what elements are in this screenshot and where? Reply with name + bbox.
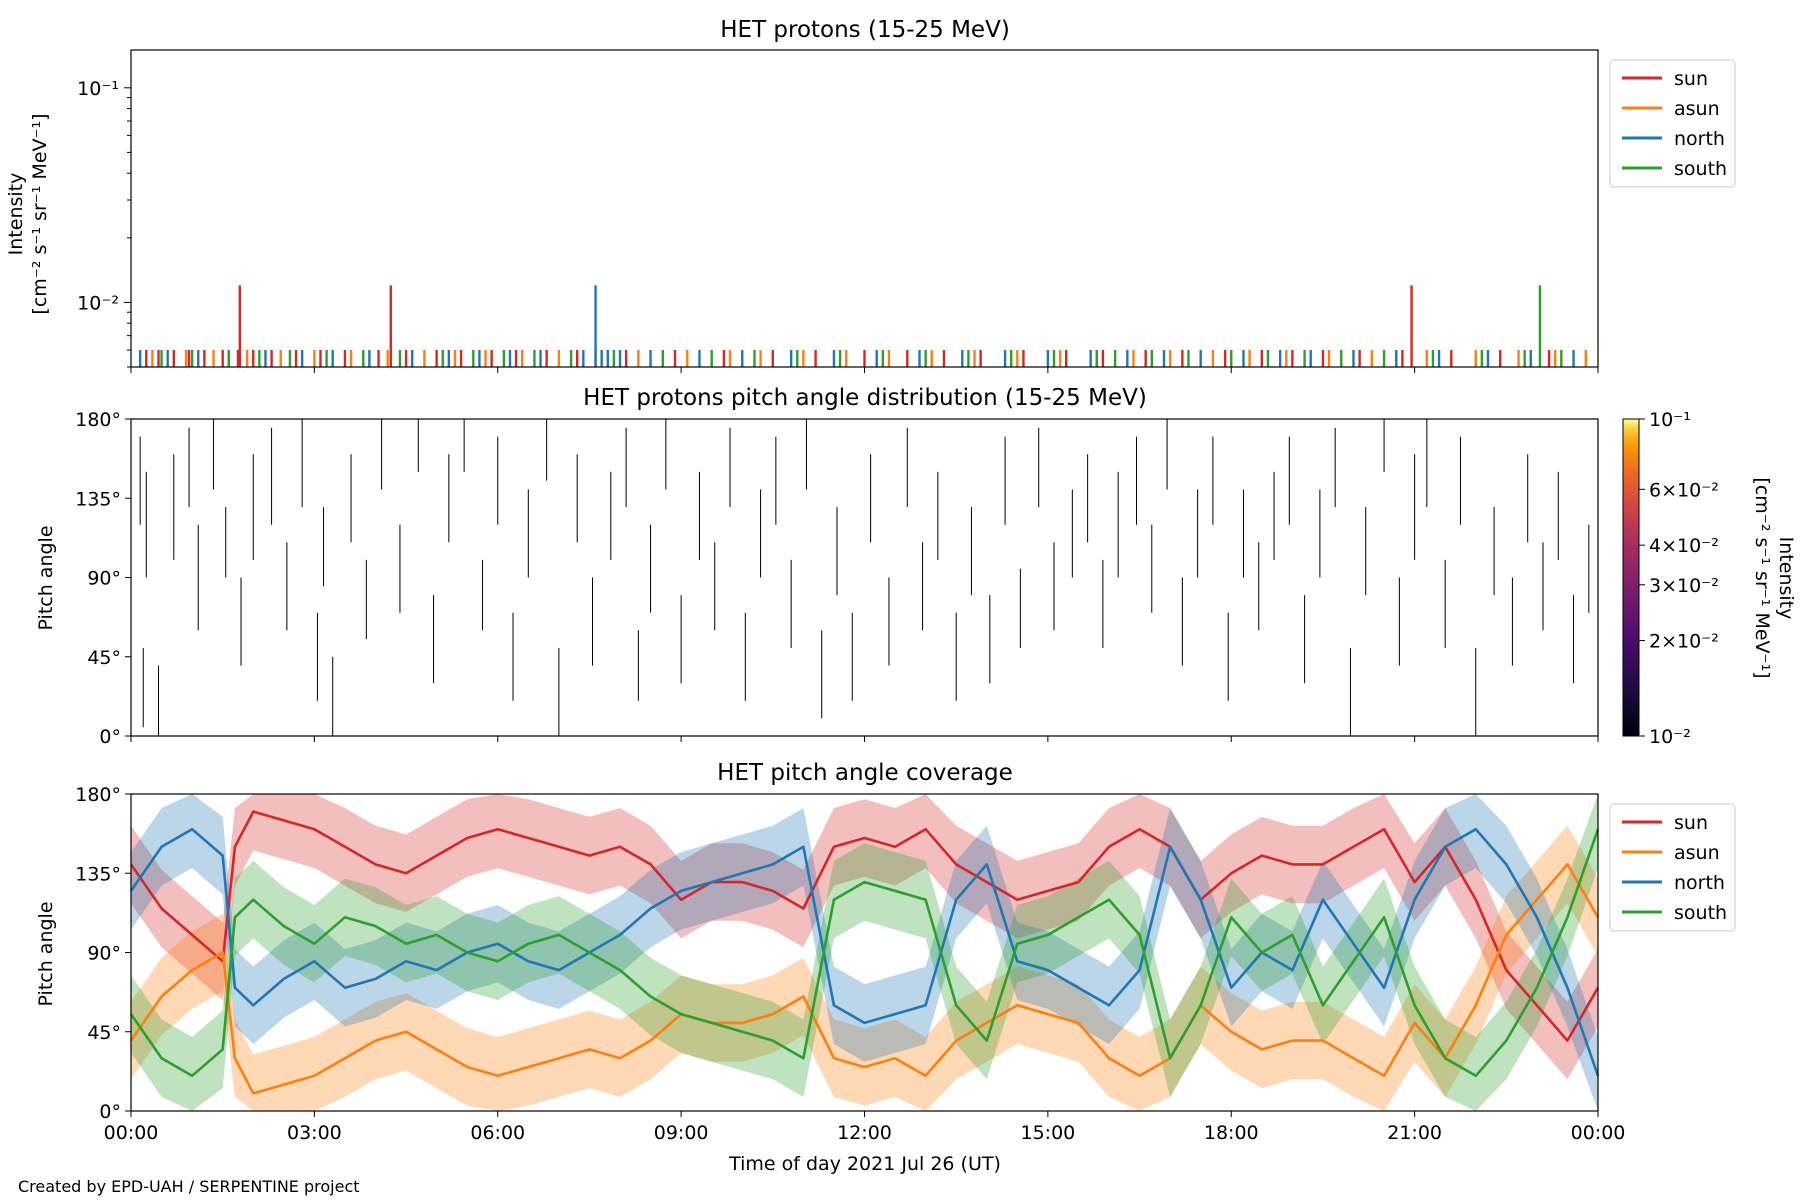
- panel3-yticks: 0° 45° 90° 135° 180°: [75, 784, 131, 1123]
- coverage-band-asun: [131, 825, 1598, 1111]
- x-tick-label: 18:00: [1204, 1122, 1259, 1144]
- panel3-xticks: 00:00 03:00 06:00 09:00 12:00 15:00 18:00 21:00…: [104, 1111, 1626, 1144]
- panel3-frame: [130, 793, 1599, 1112]
- x-tick-label: 03:00: [287, 1122, 342, 1144]
- coverage-line-asun: [129, 863, 1600, 1095]
- panel2-data: [139, 419, 1590, 736]
- panel1-title: HET protons (15-25 MeV): [720, 17, 1010, 43]
- panel3-xlabel: Time of day 2021 Jul 26 (UT): [728, 1153, 1001, 1175]
- x-tick-label: 21:00: [1387, 1122, 1442, 1144]
- colorbar-tick-label: 4×10⁻²: [1649, 535, 1719, 557]
- y-tick-label: 45°: [87, 1022, 121, 1044]
- y-tick-label: 10⁻¹: [77, 78, 119, 100]
- pitch-angle-coverage-panel: HET pitch angle coverage Pitch angle 0° 4…: [35, 760, 1736, 1175]
- legend-label-asun: asun: [1674, 98, 1720, 120]
- colorbar-tick-label: 2×10⁻²: [1649, 631, 1719, 653]
- y-tick-label: 90°: [87, 943, 121, 965]
- legend-label-sun: sun: [1674, 68, 1708, 90]
- coverage-band-sun: [131, 794, 1598, 1080]
- panel1-data: [138, 285, 1587, 367]
- panel3-data: [129, 794, 1600, 1111]
- x-tick-label: 09:00: [654, 1122, 709, 1144]
- colorbar-tick-label: 6×10⁻²: [1649, 479, 1719, 501]
- colorbar-tick-label: 10⁻²: [1649, 726, 1691, 748]
- colorbar-tick-label: 10⁻¹: [1649, 409, 1691, 431]
- panel2-xticks: [130, 736, 1599, 742]
- coverage-band-south: [131, 794, 1598, 1111]
- colorbar-label-line2: [cm⁻² s⁻¹ sr⁻¹ MeV⁻¹]: [1751, 477, 1773, 678]
- x-tick-label: 15:00: [1020, 1122, 1075, 1144]
- panel2-yticks: 0° 45° 90° 135° 180°: [75, 409, 131, 748]
- colorbar: [1622, 418, 1640, 737]
- panel1-ylabel-line1: Intensity: [5, 173, 27, 256]
- panel1-legend: sun asun north south: [1609, 59, 1736, 188]
- y-tick-label: 0°: [99, 1101, 121, 1123]
- panel1-xticks: [130, 367, 1599, 373]
- coverage-band-north: [131, 794, 1598, 1111]
- y-tick-label: 180°: [75, 784, 121, 806]
- legend-label-north: north: [1674, 872, 1725, 894]
- y-tick-label: 10⁻²: [77, 292, 119, 314]
- y-tick-label: 45°: [87, 647, 121, 669]
- coverage-line-south: [129, 828, 1600, 1078]
- y-tick-label: 180°: [75, 409, 121, 431]
- pitch-angle-distribution-panel: HET protons pitch angle distribution (15…: [35, 385, 1797, 748]
- x-tick-label: 12:00: [837, 1122, 892, 1144]
- legend-label-sun: sun: [1674, 812, 1708, 834]
- credit-text: Created by EPD-UAH / SERPENTINE project: [18, 1177, 360, 1196]
- x-tick-label: 00:00: [104, 1122, 159, 1144]
- colorbar-tick-label: 3×10⁻²: [1649, 575, 1719, 597]
- legend-box: [1609, 803, 1736, 932]
- intensity-panel: HET protons (15-25 MeV) Intensity [cm⁻² …: [5, 17, 1736, 373]
- panel1-frame: [130, 49, 1599, 368]
- colorbar-label-line1: Intensity: [1775, 537, 1797, 620]
- legend-label-south: south: [1674, 158, 1727, 180]
- panel1-ylabel-line2: [cm⁻² s⁻¹ sr⁻¹ MeV⁻¹]: [29, 113, 51, 314]
- coverage-line-sun: [129, 810, 1600, 1042]
- coverage-line-north: [129, 827, 1600, 1077]
- y-tick-label: 0°: [99, 726, 121, 748]
- panel3-legend: sun asun north south: [1609, 803, 1736, 932]
- legend-label-south: south: [1674, 902, 1727, 924]
- panel2-title: HET protons pitch angle distribution (15…: [583, 385, 1147, 411]
- panel2-ylabel: Pitch angle: [35, 525, 57, 630]
- legend-label-north: north: [1674, 128, 1725, 150]
- panel2-frame: [130, 418, 1599, 737]
- x-tick-label: 06:00: [470, 1122, 525, 1144]
- panel3-ylabel: Pitch angle: [35, 901, 57, 1006]
- y-tick-label: 90°: [87, 568, 121, 590]
- x-tick-label: 00:00: [1571, 1122, 1626, 1144]
- legend-label-asun: asun: [1674, 842, 1720, 864]
- y-tick-label: 135°: [75, 863, 121, 885]
- legend-box: [1609, 59, 1736, 188]
- panel1-yticks: 10⁻² 10⁻¹: [77, 78, 131, 368]
- y-tick-label: 135°: [75, 488, 121, 510]
- colorbar-ticks: 10⁻² 2×10⁻² 3×10⁻² 4×10⁻² 6×10⁻² 10⁻¹: [1639, 409, 1719, 748]
- panel3-title: HET pitch angle coverage: [717, 760, 1013, 786]
